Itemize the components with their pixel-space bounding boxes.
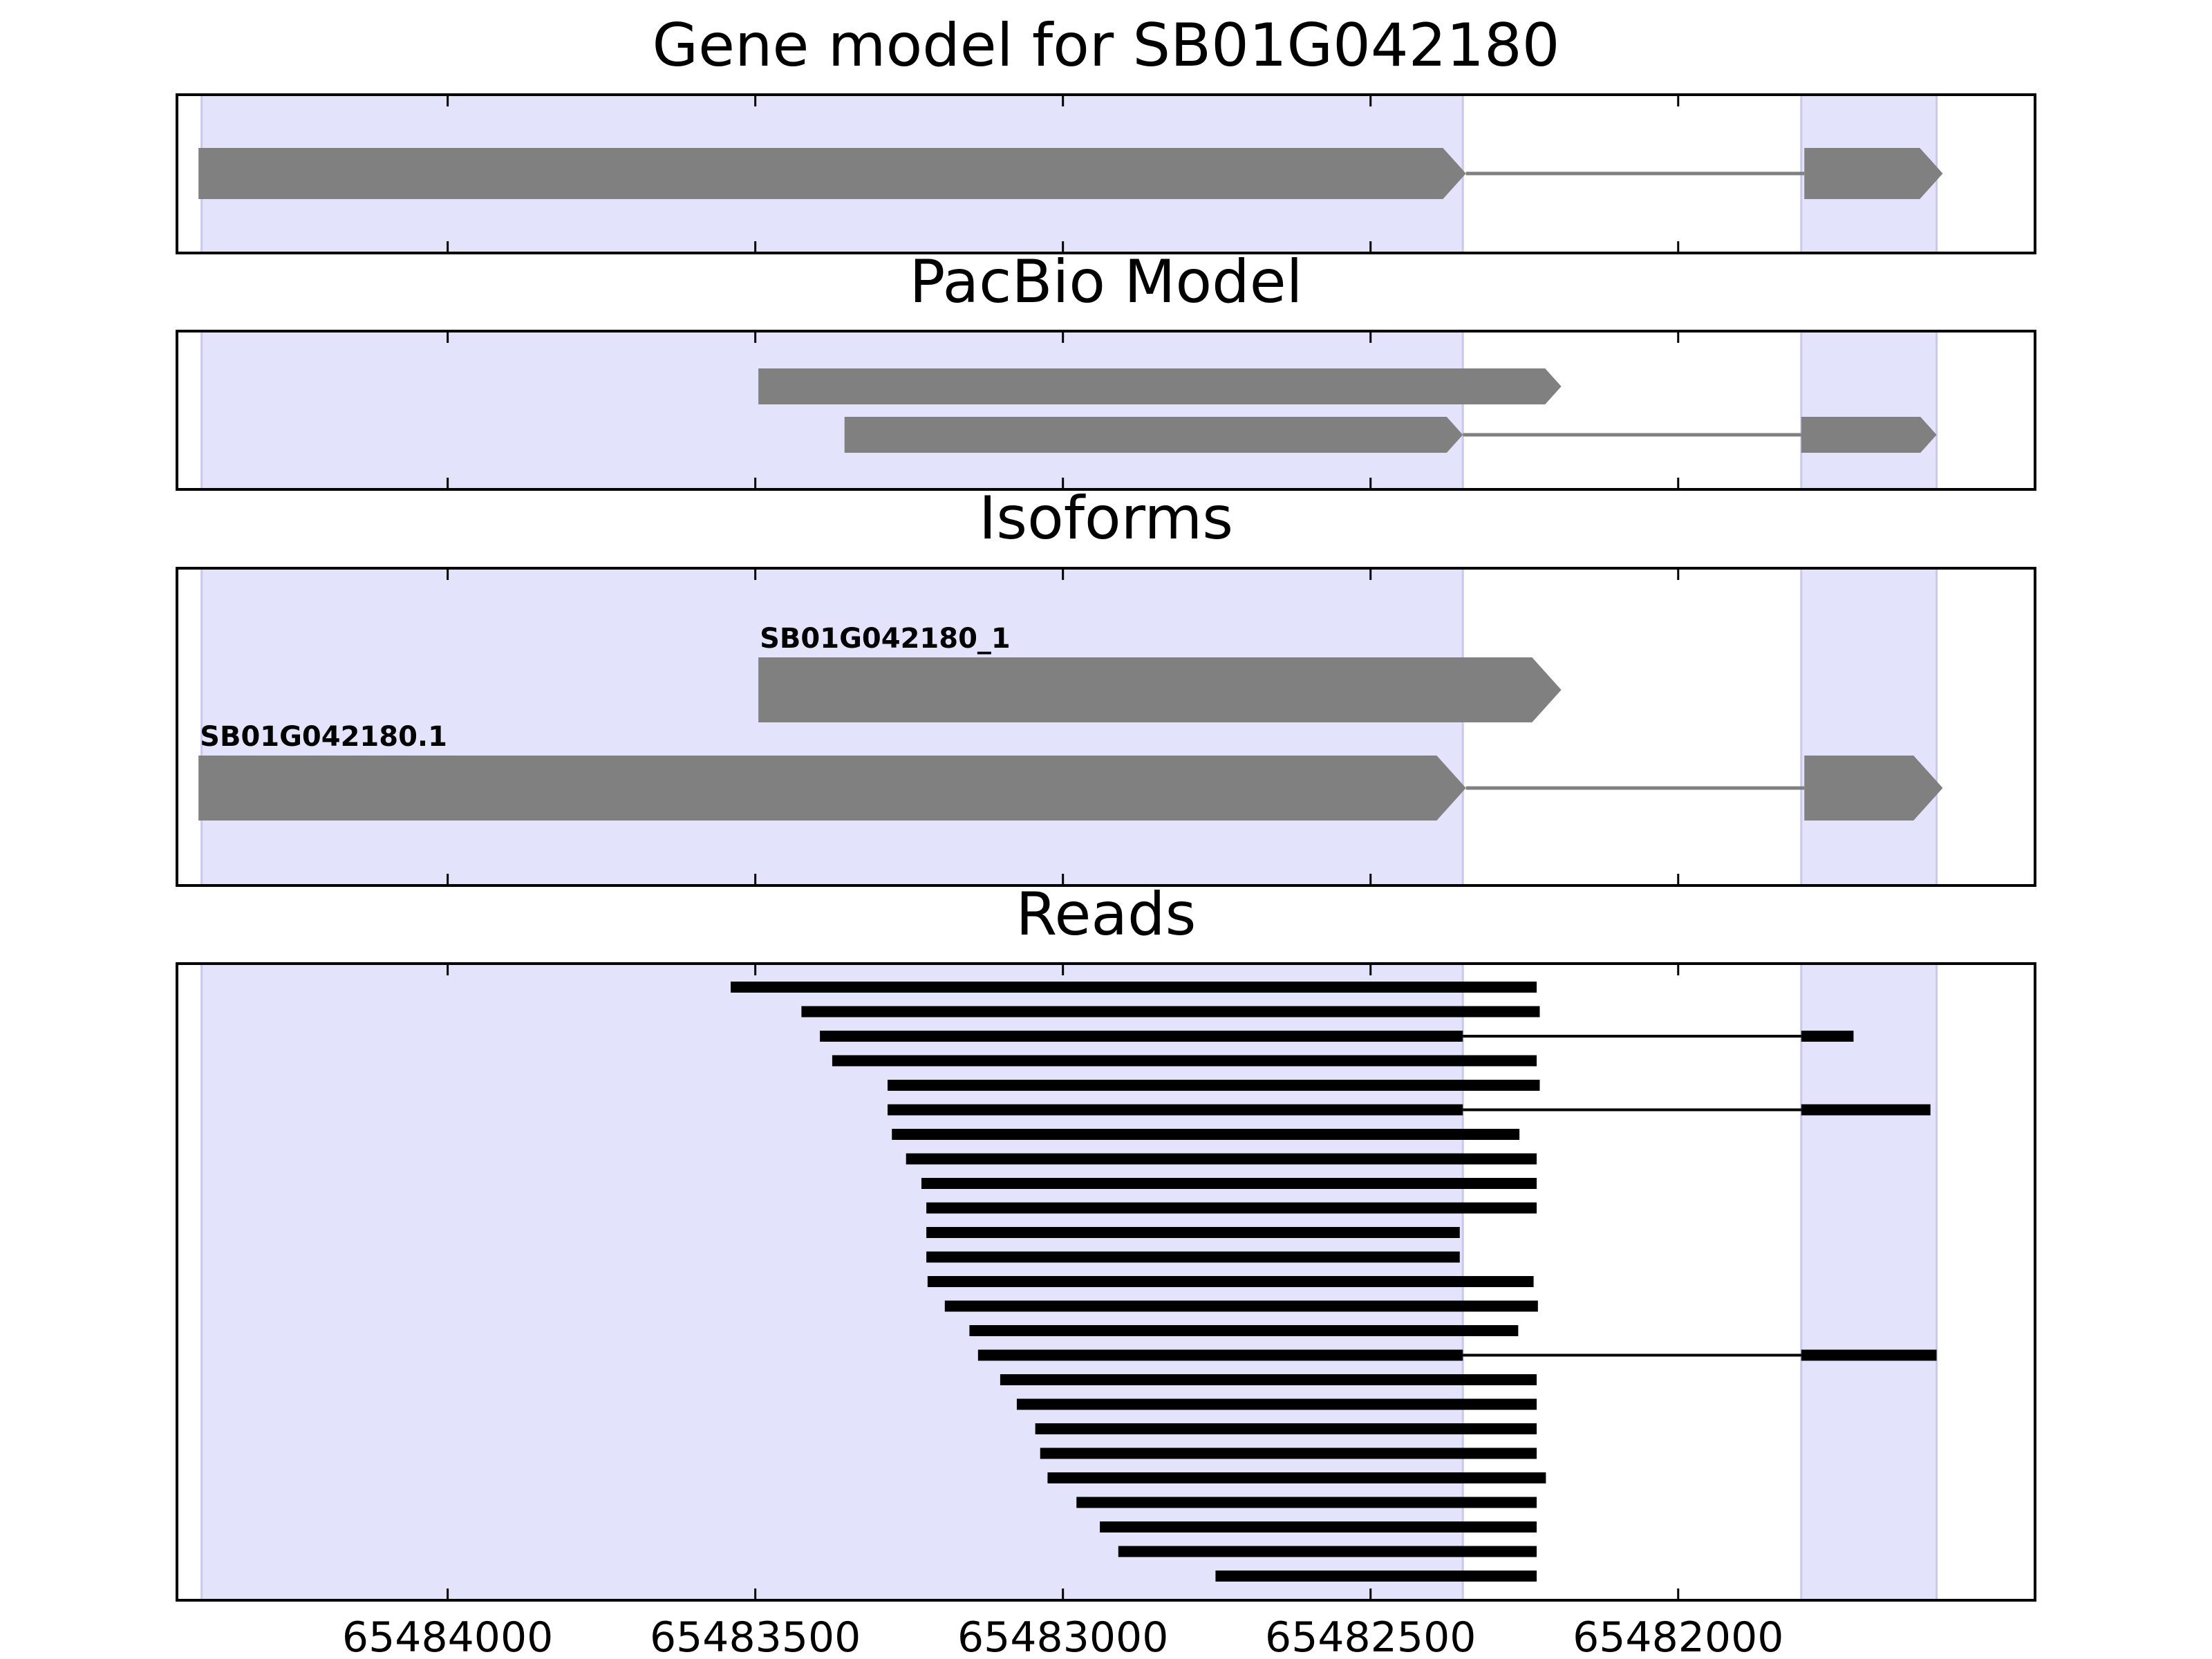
- read: [921, 1178, 1537, 1189]
- read-segment: [892, 1129, 1520, 1140]
- read: [977, 1349, 1937, 1361]
- read-segment: [921, 1178, 1537, 1189]
- read: [944, 1300, 1538, 1312]
- read: [969, 1325, 1519, 1336]
- panel-title: PacBio Model: [909, 247, 1302, 317]
- x-tick-label: 65482000: [1573, 1613, 1783, 1659]
- panel-frame: [176, 330, 2036, 491]
- panel-track-2: SB01G042180_1 SB01G042180.1 Isoforms: [176, 484, 2036, 887]
- panel-title: Gene model for SB01G042180: [653, 11, 1560, 80]
- read-segment: [888, 1104, 1463, 1116]
- panel-frame: [176, 962, 2036, 1602]
- exon-block: [844, 417, 1463, 453]
- read-segment: [944, 1300, 1538, 1312]
- read: [731, 982, 1537, 993]
- read: [926, 1202, 1537, 1214]
- panel-track-1: PacBio Model: [176, 247, 2036, 491]
- read: [1118, 1546, 1537, 1557]
- read-segment: [832, 1055, 1537, 1067]
- read-segment: [820, 1031, 1463, 1042]
- read: [1215, 1571, 1537, 1582]
- read-segment: [926, 1202, 1537, 1214]
- read-segment: [1040, 1447, 1537, 1459]
- panel-title: Reads: [1016, 880, 1197, 949]
- read: [1016, 1398, 1537, 1410]
- exon-block: [1804, 148, 1943, 199]
- read: [1076, 1497, 1537, 1508]
- exon-block: [758, 368, 1562, 404]
- read-segment: [1047, 1472, 1546, 1483]
- read: [820, 1031, 1854, 1042]
- exon-block: [198, 756, 1466, 821]
- x-tick-label: 65483000: [957, 1613, 1168, 1659]
- read: [926, 1227, 1460, 1238]
- read-segment: [926, 1227, 1460, 1238]
- x-tick-label: 65483500: [650, 1613, 861, 1659]
- exon-block: [198, 148, 1466, 199]
- transcript: [758, 368, 1562, 404]
- read: [927, 1276, 1534, 1287]
- read: [888, 1104, 1931, 1116]
- read-segment: [1016, 1398, 1537, 1410]
- exon-region-shade: [200, 330, 1464, 491]
- panel-title: Isoforms: [979, 484, 1233, 553]
- read-segment: [969, 1325, 1519, 1336]
- exon-block: [758, 657, 1562, 722]
- read-segment: [1801, 1104, 1931, 1116]
- read-segment: [1801, 1031, 1854, 1042]
- read: [1035, 1423, 1537, 1434]
- read-segment: [906, 1153, 1537, 1165]
- read-segment: [1801, 1349, 1937, 1361]
- read: [1040, 1447, 1537, 1459]
- x-axis: 65484000 65483500 65483000 65482500 65482000: [342, 1613, 1784, 1659]
- read: [926, 1251, 1460, 1263]
- read-segment: [1215, 1571, 1537, 1582]
- read: [1000, 1374, 1537, 1385]
- read: [801, 1006, 1540, 1018]
- read-segment: [731, 982, 1537, 993]
- exon-block: [1804, 756, 1943, 821]
- read: [892, 1129, 1520, 1140]
- read-segment: [1100, 1521, 1537, 1533]
- exon-block: [1801, 417, 1937, 453]
- read-segment: [888, 1080, 1540, 1091]
- read-segment: [926, 1251, 1460, 1263]
- exon-region-shade: [200, 567, 1464, 887]
- read: [1047, 1472, 1546, 1483]
- exon-region-shade: [1800, 962, 1938, 1602]
- read: [906, 1153, 1537, 1165]
- transcript: [198, 148, 1943, 199]
- transcript: [844, 417, 1937, 453]
- exon-region-shade: [1800, 330, 1938, 491]
- exon-region-shade: [1800, 567, 1938, 887]
- read-segment: [1118, 1546, 1537, 1557]
- panel-frame: [176, 567, 2036, 887]
- read: [888, 1080, 1540, 1091]
- read-segment: [801, 1006, 1540, 1018]
- panel-reads: Reads: [176, 880, 2036, 1602]
- panel-track-0: Gene model for SB01G042180: [176, 11, 2036, 254]
- read-segment: [927, 1276, 1534, 1287]
- x-tick-label: 65482500: [1265, 1613, 1476, 1659]
- panel-frame: [176, 93, 2036, 254]
- read: [1100, 1521, 1537, 1533]
- read-segment: [1035, 1423, 1537, 1434]
- transcript: SB01G042180.1: [198, 721, 1943, 821]
- x-tick-label: 65484000: [342, 1613, 553, 1659]
- transcript-label: SB01G042180.1: [200, 721, 447, 753]
- transcript-label: SB01G042180_1: [760, 623, 1011, 655]
- read-segment: [1000, 1374, 1537, 1385]
- read-segment: [977, 1349, 1463, 1361]
- transcript: SB01G042180_1: [758, 623, 1562, 722]
- read-segment: [1076, 1497, 1537, 1508]
- read: [832, 1055, 1537, 1067]
